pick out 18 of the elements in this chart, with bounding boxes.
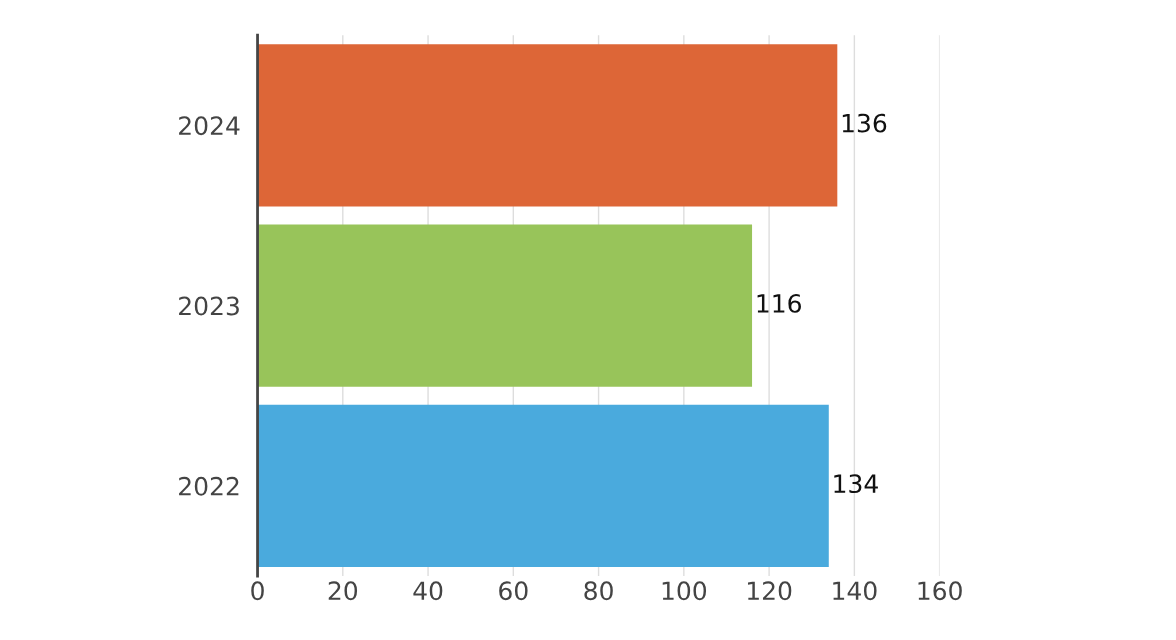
y-tick-label: 2024 [179,116,240,136]
bar [257,224,753,387]
x-tick-label: 160 [918,581,962,601]
x-tick-label: 60 [499,581,528,601]
x-tick-label: 140 [833,581,877,601]
y-tick-label: 2022 [179,476,239,496]
data-label: 136 [842,113,887,133]
x-tick-label: 100 [662,581,707,601]
data-label: 134 [834,474,878,494]
x-tick-label: 20 [328,581,358,601]
data-label: 116 [757,293,801,313]
x-tick-label: 80 [584,581,613,601]
y-tick-label: 2023 [179,296,239,316]
x-tick-label: 0 [251,581,264,601]
bar [257,44,838,207]
bar [257,404,829,567]
x-tick-label: 120 [747,581,792,601]
x-tick-label: 40 [413,581,443,601]
